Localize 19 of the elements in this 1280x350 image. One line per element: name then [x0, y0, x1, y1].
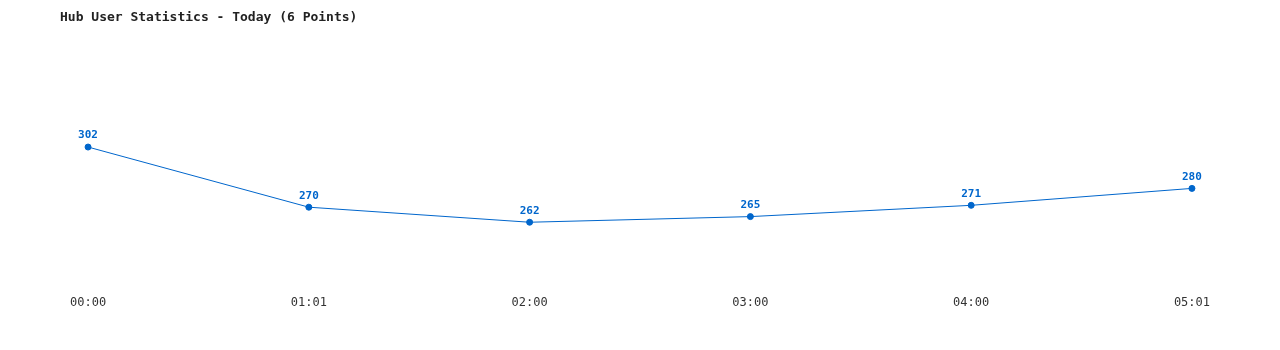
- data-label: 302: [78, 128, 98, 142]
- x-tick-label: 03:00: [732, 295, 769, 310]
- data-label: 270: [298, 188, 319, 202]
- data-label: 280: [1182, 169, 1202, 183]
- data-label: 271: [961, 186, 982, 200]
- x-tick-label: 05:01: [1173, 295, 1210, 310]
- data-label: 262: [519, 203, 540, 217]
- point: [305, 203, 313, 211]
- data-label: 265: [740, 197, 761, 211]
- x-tick-label: 04:00: [953, 295, 990, 310]
- point: [526, 218, 534, 226]
- point: [967, 201, 975, 209]
- point: [746, 213, 754, 221]
- point: [1188, 184, 1196, 192]
- chart-title: Hub User Statistics - Today (6 Points): [60, 9, 358, 24]
- x-tick-label: 00:00: [70, 295, 107, 310]
- x-tick-label: 02:00: [511, 295, 548, 310]
- x-tick-label: 01:01: [290, 295, 327, 310]
- point: [84, 143, 92, 151]
